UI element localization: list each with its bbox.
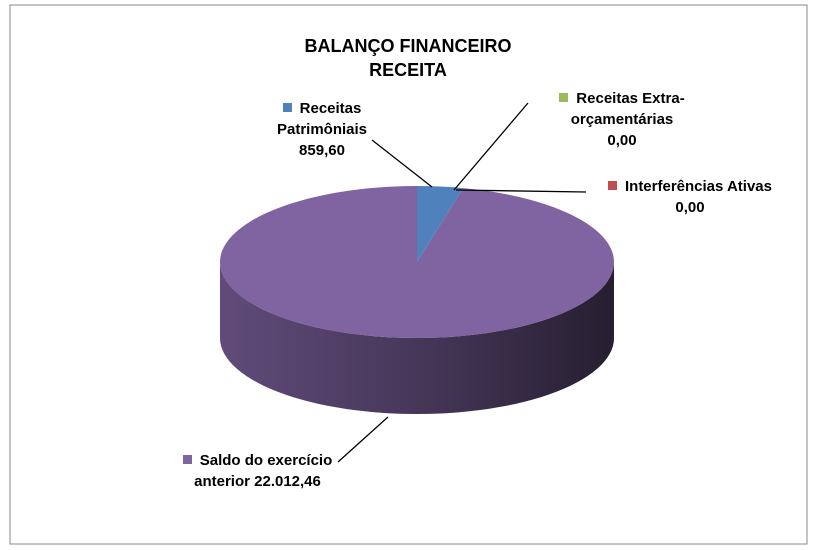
- chart-title: BALANÇO FINANCEIRO RECEITA: [304, 36, 512, 80]
- leader-line: [337, 416, 389, 463]
- pie: [219, 186, 614, 414]
- data-label: Interferências Ativas 0,00: [590, 176, 790, 218]
- leader-line: [371, 139, 433, 188]
- label-category: Saldo do exercício anterior: [194, 452, 333, 490]
- legend-swatch: [182, 455, 192, 464]
- label-category: Receitas Extra-orçamentárias: [570, 90, 685, 128]
- label-value: 0,00: [607, 132, 637, 149]
- leader-line: [453, 102, 529, 191]
- leaders: [337, 102, 587, 463]
- label-category: Receitas Patrimôniais: [276, 100, 368, 138]
- label-value: 859,60: [299, 142, 345, 159]
- label-category: Interferências Ativas: [624, 178, 772, 195]
- data-label: Receitas Patrimôniais 859,60: [252, 98, 392, 161]
- legend-swatch: [607, 181, 617, 190]
- frame: [9, 4, 808, 545]
- label-value: 22.012,46: [254, 473, 321, 490]
- legend-swatch: [282, 103, 292, 112]
- pie-slice: [417, 186, 464, 262]
- data-label: Saldo do exercício anterior 22.012,46: [165, 450, 350, 492]
- leader-line: [455, 189, 587, 193]
- pie-slice: [219, 186, 614, 338]
- legend-swatch: [559, 93, 569, 102]
- data-label: Receitas Extra-orçamentárias 0,00: [542, 88, 702, 151]
- label-value: 0,00: [675, 199, 705, 216]
